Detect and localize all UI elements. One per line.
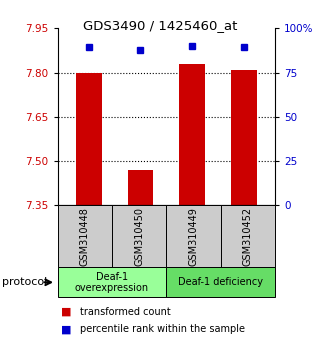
Text: Deaf-1
overexpression: Deaf-1 overexpression <box>75 272 149 293</box>
Text: GDS3490 / 1425460_at: GDS3490 / 1425460_at <box>83 19 237 33</box>
Text: GSM310449: GSM310449 <box>188 207 199 266</box>
Text: ■: ■ <box>61 324 71 334</box>
Text: percentile rank within the sample: percentile rank within the sample <box>80 324 245 334</box>
Text: ■: ■ <box>61 307 71 316</box>
Text: GSM310452: GSM310452 <box>243 207 253 266</box>
Bar <box>179 64 205 205</box>
Bar <box>231 70 257 205</box>
Bar <box>76 73 102 205</box>
Bar <box>128 170 154 205</box>
Text: Deaf-1 deficiency: Deaf-1 deficiency <box>178 277 263 287</box>
Text: protocol: protocol <box>2 277 47 287</box>
Text: transformed count: transformed count <box>80 307 171 316</box>
Text: GSM310450: GSM310450 <box>134 207 144 266</box>
Text: GSM310448: GSM310448 <box>80 207 90 266</box>
